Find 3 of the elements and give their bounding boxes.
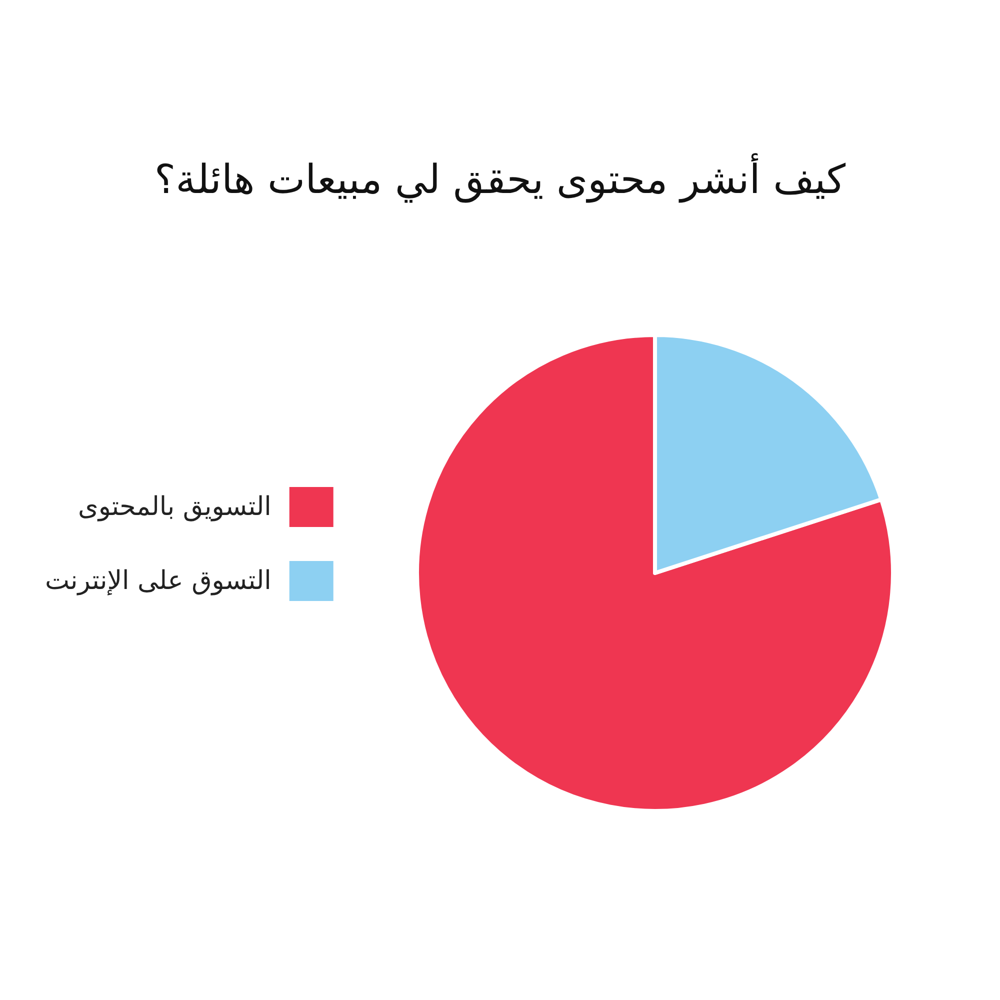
legend-label: التسويق بالمحتوى <box>78 492 272 522</box>
legend-label: التسوق على الإنترنت <box>45 566 272 596</box>
chart-title: كيف أنشر محتوى يحقق لي مبيعات هائلة؟ <box>154 153 847 203</box>
